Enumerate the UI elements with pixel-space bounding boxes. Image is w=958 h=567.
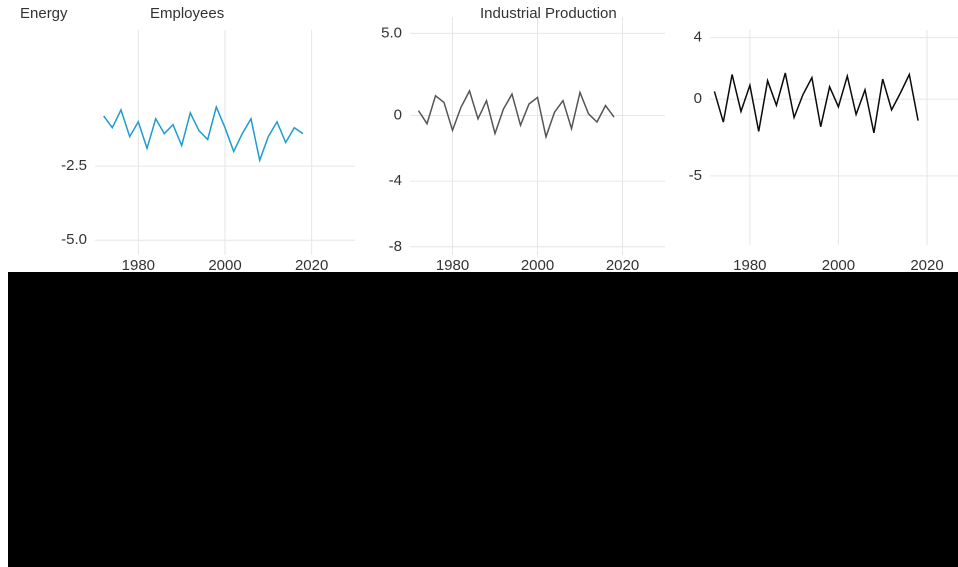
line-series [714, 73, 918, 133]
line-series [104, 107, 303, 160]
y-tick-label: -4 [389, 172, 402, 189]
y-tick-label: 0 [394, 106, 402, 123]
y-tick-label: -2.5 [61, 157, 87, 174]
blackout [8, 272, 958, 567]
x-tick-label: 1980 [436, 257, 469, 274]
y-tick-label: -5 [689, 167, 702, 184]
x-tick-label: 1980 [122, 257, 155, 274]
y-tick-label: -8 [389, 238, 402, 255]
x-tick-label: 2000 [208, 257, 241, 274]
x-tick-label: 2000 [521, 257, 554, 274]
legend-entry: Industrial Production [480, 5, 617, 22]
page: Energy -2.5 -5.0 1980 2000 2020 Employees 5.0 0 -… [0, 0, 958, 567]
x-tick-label: 2000 [822, 257, 855, 274]
x-tick-label: 1980 [733, 257, 766, 274]
y-tick-label: -5.0 [61, 231, 87, 248]
chart: Energy -2.5 -5.0 1980 2000 2020 Employees 5.0 0 -… [0, 0, 958, 567]
x-tick-label: 2020 [606, 257, 639, 274]
legend-entry: Employees [150, 5, 224, 22]
line-series [419, 91, 615, 137]
x-tick-label: 2020 [910, 257, 943, 274]
legend-entry: Energy [20, 5, 68, 22]
x-tick-label: 2020 [295, 257, 328, 274]
y-tick-label: 0 [694, 90, 702, 107]
y-tick-label: 5.0 [381, 24, 402, 41]
y-tick-label: 4 [694, 29, 702, 46]
